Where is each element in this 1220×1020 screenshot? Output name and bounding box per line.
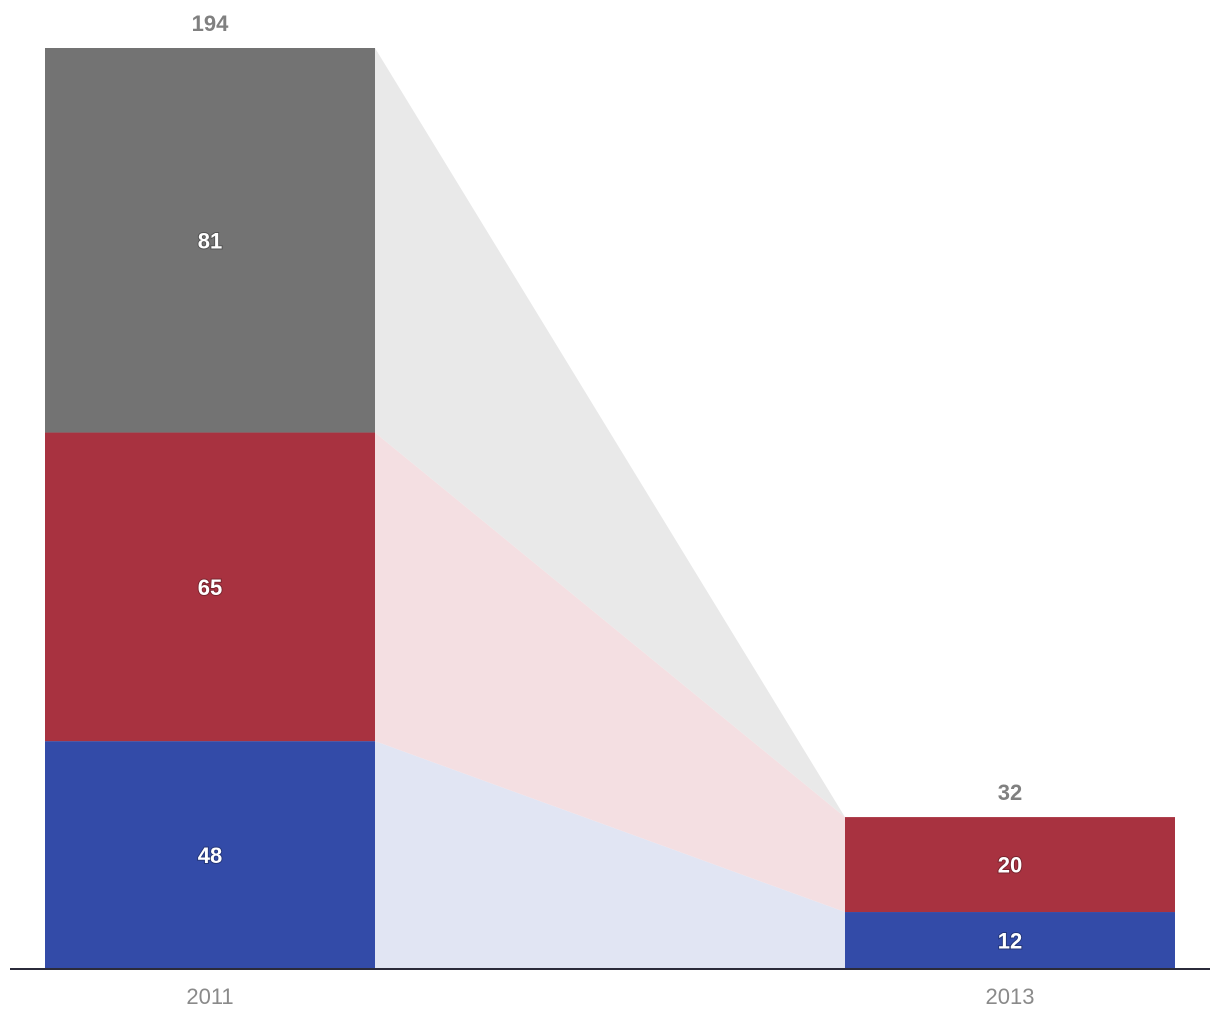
bar-segment bbox=[45, 741, 375, 969]
connector-band bbox=[375, 432, 845, 913]
bar-segment bbox=[45, 48, 375, 433]
connector-bands bbox=[375, 48, 845, 969]
total-value-label: 32 bbox=[998, 780, 1022, 805]
x-tick-label: 2013 bbox=[986, 984, 1035, 1009]
segment-value-label: 20 bbox=[998, 853, 1022, 878]
total-value-label: 194 bbox=[192, 11, 229, 36]
segment-value-label: 48 bbox=[198, 843, 222, 868]
segment-value-label: 65 bbox=[198, 575, 222, 600]
bar-segment bbox=[845, 817, 1175, 913]
x-axis-ticks: 2011 2013 bbox=[186, 984, 1034, 1009]
connector-band bbox=[375, 48, 845, 818]
segment-value-label: 12 bbox=[998, 929, 1022, 954]
x-tick-label: 2011 bbox=[186, 984, 233, 1009]
bar-segment bbox=[45, 432, 375, 742]
bar-stacks bbox=[45, 48, 1175, 969]
data-labels: 48 65 81 194 12 20 32 bbox=[192, 11, 1024, 955]
segment-value-label: 81 bbox=[198, 228, 222, 253]
bar-segment bbox=[845, 912, 1175, 969]
connector-band bbox=[375, 741, 845, 969]
